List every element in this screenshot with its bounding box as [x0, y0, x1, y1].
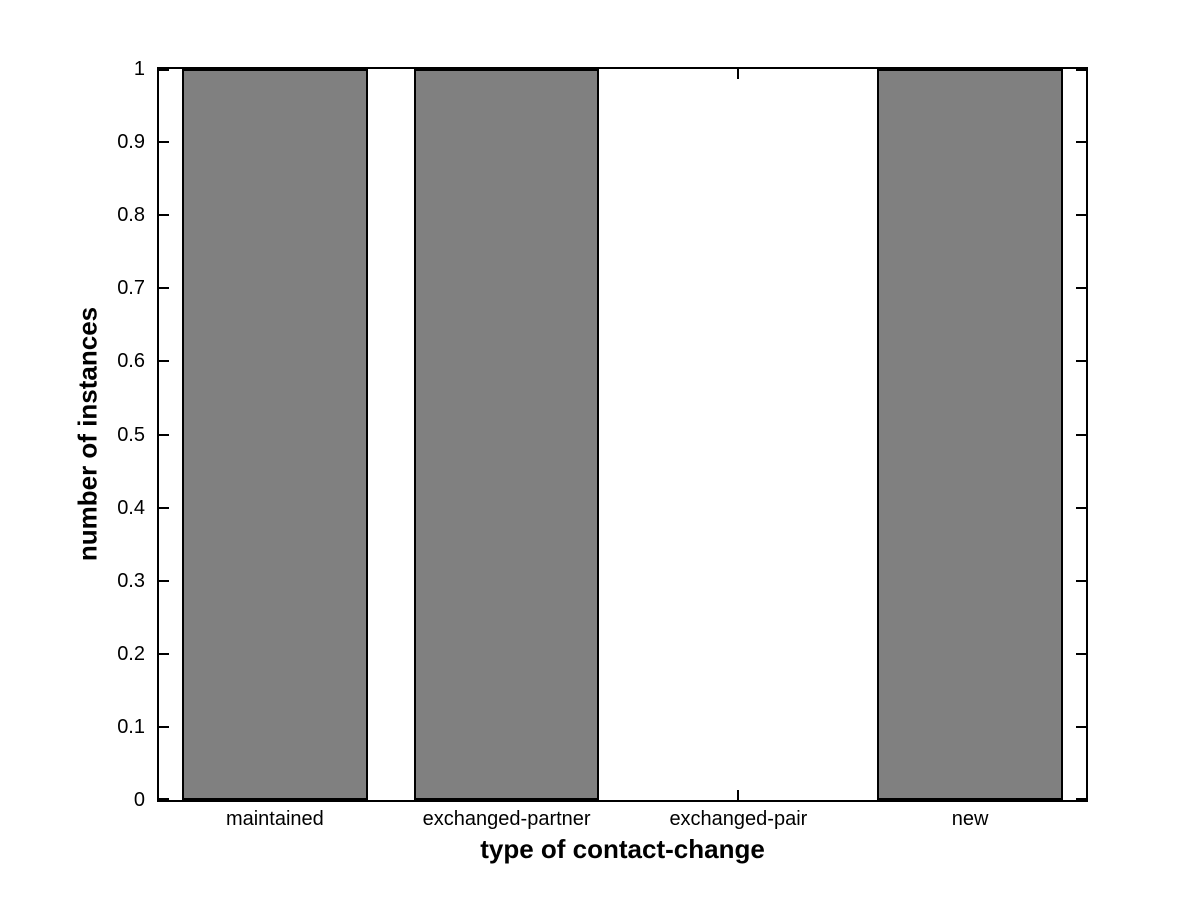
y-tick-right [1076, 69, 1086, 71]
x-tick-bottom [737, 790, 740, 800]
y-tick-left [159, 69, 169, 71]
y-tick-right [1076, 725, 1086, 728]
x-category-label-maintained: maintained [225, 808, 324, 830]
bar-exchanged-partner [413, 69, 600, 800]
x-category-label-new: new [951, 808, 989, 830]
x-category-label-exchanged-pair: exchanged-pair [669, 808, 808, 830]
y-tick-left [159, 433, 169, 436]
y-tick-left [159, 214, 169, 217]
x-axis-label: type of contact-change [480, 834, 765, 864]
y-tick-right [1076, 433, 1086, 436]
y-tick-right [1076, 287, 1086, 290]
y-tick-left [159, 141, 169, 144]
y-tick-right [1076, 652, 1086, 655]
y-tick-left [159, 360, 169, 363]
y-tick-label: 0.4 [117, 496, 145, 519]
y-tick-right [1076, 214, 1086, 217]
y-tick-left [159, 579, 169, 582]
y-tick-label: 0 [133, 789, 145, 811]
y-tick-right [1076, 798, 1086, 800]
bar-new [877, 69, 1063, 800]
y-tick-label: 1 [133, 58, 145, 80]
y-tick-left [159, 506, 169, 509]
y-tick-label: 0.9 [117, 131, 145, 154]
y-tick-right [1076, 141, 1086, 144]
y-tick-left [159, 725, 169, 728]
y-tick-label: 0.1 [117, 715, 145, 738]
y-tick-left [159, 287, 169, 290]
plot-area [157, 67, 1088, 802]
y-tick-label: 0.5 [117, 423, 145, 446]
y-tick-left [159, 798, 169, 800]
x-tick-top [737, 69, 740, 79]
y-tick-right [1076, 579, 1086, 582]
y-tick-label: 0.2 [117, 642, 145, 665]
y-tick-right [1076, 360, 1086, 363]
y-tick-left [159, 652, 169, 655]
y-tick-right [1076, 506, 1086, 509]
y-tick-label: 0.8 [117, 204, 145, 227]
y-tick-label: 0.6 [117, 350, 145, 373]
x-category-label-exchanged-partner: exchanged-partner [422, 808, 591, 830]
y-tick-label: 0.3 [117, 569, 145, 592]
y-tick-label: 0.7 [117, 277, 145, 300]
bar-maintained [182, 69, 368, 800]
